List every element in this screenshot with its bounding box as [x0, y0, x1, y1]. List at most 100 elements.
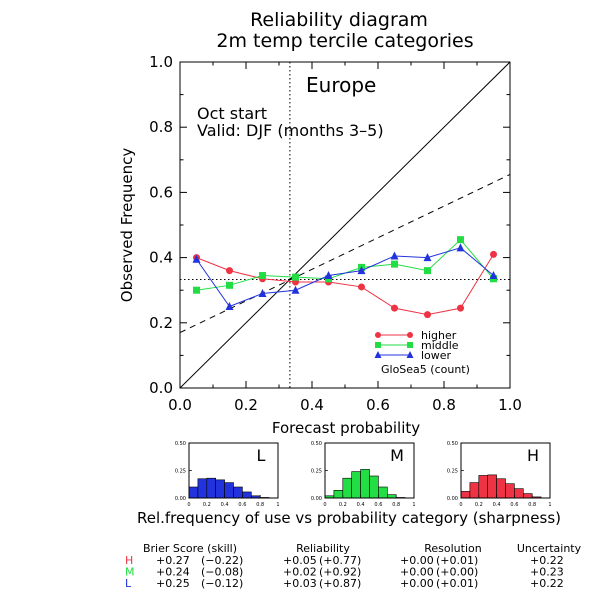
perfect-reliability-line — [179, 61, 511, 389]
y-tick-label: 0.4 — [149, 249, 173, 267]
data-point-middle — [193, 286, 200, 294]
histogram-bar-higher — [514, 488, 524, 499]
score-header: Uncertainty — [517, 542, 582, 555]
chart-title-line2: 2m temp tercile categories — [216, 30, 473, 52]
histogram-bar-middle — [360, 469, 370, 499]
histogram-bar-higher — [469, 482, 480, 499]
uncertainty-score: +0.23 — [530, 566, 564, 579]
score-header: Resolution — [424, 542, 482, 555]
brier-skill: (−0.22) — [201, 554, 243, 567]
uncertainty-score: +0.22 — [530, 554, 564, 567]
histogram-bar-middle — [333, 489, 344, 499]
histogram-bar-lower — [188, 486, 199, 499]
histogram-bar-lower — [215, 479, 225, 499]
x-tick-label: 0.6 — [366, 396, 390, 414]
histogram-x-tick-label: 0.2 — [475, 502, 483, 508]
histogram-bar-higher — [478, 475, 488, 499]
histogram-x-tick-label: 0 — [459, 502, 462, 508]
legend-marker-higher — [375, 332, 381, 338]
x-tick-label: 0.2 — [234, 396, 258, 414]
data-point-middle — [292, 273, 299, 281]
data-point-higher — [424, 311, 431, 319]
y-axis-label: Observed Frequency — [118, 148, 136, 303]
data-point-lower — [456, 243, 465, 252]
reliability-skill: (+0.87) — [319, 577, 361, 590]
main-plot-area: 0.0 0.2 0.4 0.6 0.8 1.0 0.0 0.2 0.4 0.6 0.8 1.0 — [149, 53, 522, 414]
legend-marker-lower — [374, 351, 382, 358]
histogram-bar-lower — [224, 482, 234, 499]
data-point-lower — [258, 288, 267, 297]
brier-score: +0.27 — [156, 554, 190, 567]
histogram-x-tick-label: 1 — [548, 502, 551, 508]
histogram-x-tick-label: 0.4 — [357, 502, 365, 508]
y-tick-label: 0.0 — [149, 379, 173, 397]
data-point-lower — [291, 285, 300, 294]
histogram-y-tick-label: 0.50 — [175, 441, 186, 447]
data-point-higher — [391, 304, 398, 312]
legend-label-lower: lower — [421, 349, 452, 362]
legend-marker-lower — [406, 351, 414, 358]
histogram-label: M — [390, 446, 404, 465]
histogram-bar-higher — [460, 491, 471, 499]
histogram-x-tick-label: 1 — [412, 502, 415, 508]
series-line-higher — [196, 254, 494, 316]
histogram-y-tick-label: 0.00 — [175, 496, 186, 502]
y-tick-label: 0.6 — [149, 183, 173, 201]
histogram-bar-middle — [378, 486, 388, 499]
model-label: GloSea5 (count) — [381, 363, 470, 376]
histogram-x-tick-label: 0.2 — [203, 502, 211, 508]
brier-score: +0.25 — [156, 577, 190, 590]
data-point-middle — [424, 267, 431, 275]
data-point-lower — [489, 271, 498, 280]
histogram-bar-higher — [496, 478, 506, 499]
resolution-score: +0.00 — [400, 554, 434, 567]
data-point-lower — [357, 266, 366, 275]
histogram-bar-lower — [197, 478, 208, 499]
histogram-y-tick-label: 0.00 — [447, 496, 458, 502]
histogram-x-tick-label: 0.8 — [256, 502, 264, 508]
start-month-label: Oct start — [197, 104, 267, 123]
histogram-x-tick-label: 0.6 — [238, 502, 246, 508]
histogram-y-tick-label: 0.00 — [311, 496, 322, 502]
y-tick-label: 0.8 — [149, 118, 173, 136]
legend-marker-middle — [407, 342, 413, 348]
uncertainty-score: +0.22 — [530, 577, 564, 590]
score-header: Reliability — [296, 542, 350, 555]
region-label: Europe — [306, 73, 376, 97]
reliability-score: +0.03 — [283, 577, 317, 590]
resolution-skill: (+0.01) — [436, 577, 478, 590]
y-tick-label: 1.0 — [149, 53, 173, 71]
valid-period-label: Valid: DJF (months 3–5) — [197, 121, 384, 140]
histogram-y-tick-label: 0.25 — [175, 469, 186, 475]
histogram-bar-lower — [206, 477, 217, 499]
histogram-y-tick-label: 0.50 — [311, 441, 322, 447]
score-header: Brier Score (skill) — [143, 542, 237, 555]
histogram-x-tick-label: 0.8 — [528, 502, 536, 508]
score-row-label: H — [125, 554, 133, 567]
histogram-x-tick-label: 0 — [187, 502, 190, 508]
brier-score: +0.24 — [156, 566, 190, 579]
histogram-bar-higher — [505, 483, 515, 499]
histogram-x-tick-label: 0.6 — [510, 502, 518, 508]
x-tick-label: 1.0 — [498, 396, 522, 414]
brier-skill: (−0.12) — [201, 577, 243, 590]
x-tick-label: 0.4 — [300, 396, 324, 414]
sharpness-caption: Rel.frequency of use vs probability cate… — [137, 509, 561, 527]
data-point-lower — [324, 271, 333, 280]
histogram-bar-middle — [342, 477, 352, 499]
histogram-bar-higher — [522, 493, 533, 499]
chart-title-line1: Reliability diagram — [250, 9, 428, 31]
legend-label-middle: middle — [421, 339, 459, 352]
data-point-middle — [259, 272, 266, 280]
histogram-bar-lower — [233, 486, 243, 499]
resolution-score: +0.00 — [400, 566, 434, 579]
histogram-x-tick-label: 0 — [323, 502, 326, 508]
histogram-x-tick-label: 0.4 — [221, 502, 229, 508]
data-point-higher — [457, 304, 464, 312]
resolution-skill: (+0.00) — [436, 566, 478, 579]
data-point-lower — [390, 251, 399, 260]
reliability-skill: (+0.77) — [319, 554, 361, 567]
reliability-skill: (+0.92) — [319, 566, 361, 579]
